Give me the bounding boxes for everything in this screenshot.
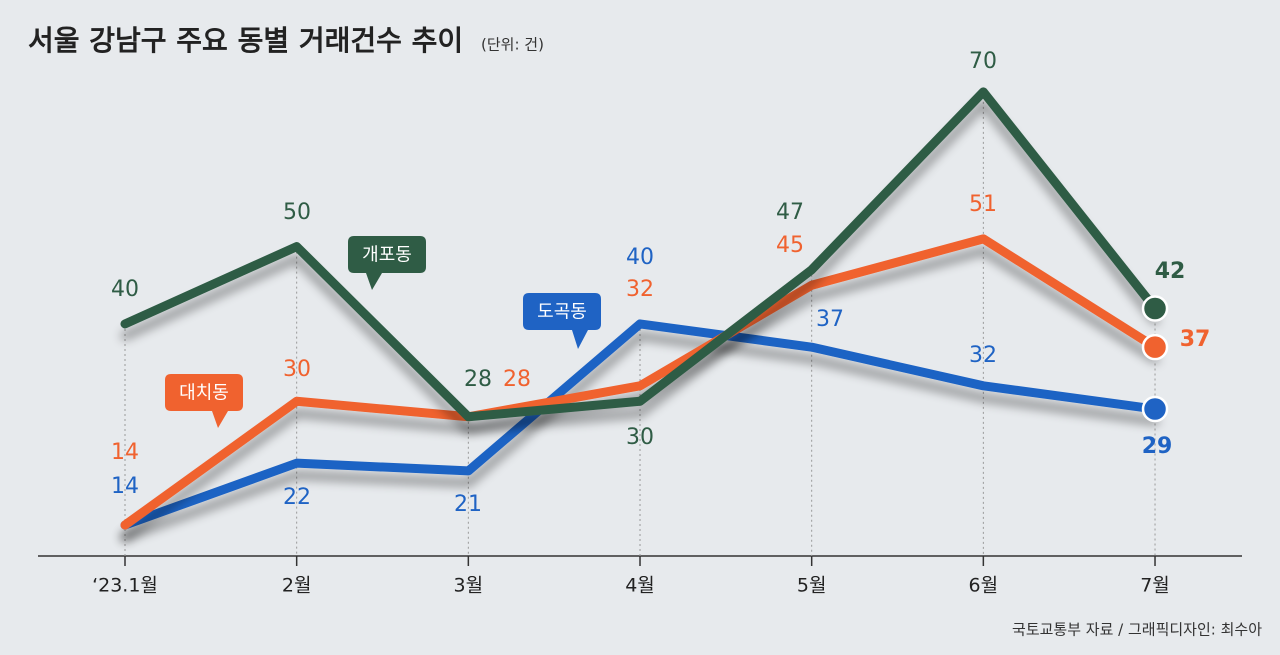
legend-callout [523,293,601,349]
chart-title: 서울 강남구 주요 동별 거래건수 추이 [28,24,463,57]
x-tick-label: ‘23.1월 [92,575,158,597]
x-tick-label: 3월 [454,575,484,597]
series-line [120,87,1160,422]
data-label: 32 [626,277,654,302]
source-note: 국토교통부 자료 / 그래픽디자인: 최수아 [1012,621,1262,639]
data-label: 14 [111,440,139,465]
data-label: 40 [626,245,654,270]
data-label: 47 [776,200,804,225]
legend-label: 도곡동 [537,302,587,323]
chart-subtitle: (단위: 건) [481,36,544,54]
data-label: 28 [464,367,492,392]
legend-callout [165,374,243,428]
x-tick-label: 5월 [797,575,827,597]
series-line [120,234,1160,530]
x-tick-label: 4월 [625,575,655,597]
x-tick-label: 2월 [282,575,312,597]
data-label: 30 [626,425,654,450]
series-line [120,319,1160,530]
legend-callout [348,236,426,290]
data-label: 37 [816,307,844,332]
data-label: 37 [1180,327,1211,352]
end-point [1141,295,1169,322]
legend-label: 대치동 [179,383,229,404]
data-label: 32 [969,343,997,368]
data-label: 51 [969,192,997,217]
data-label: 50 [283,200,311,225]
end-point [1141,333,1169,361]
x-tick-label: 7월 [1140,575,1170,597]
data-label: 21 [454,492,482,517]
data-label: 28 [503,367,531,392]
data-label: 14 [111,474,139,499]
data-label: 45 [776,233,804,258]
data-label: 40 [111,277,139,302]
legend-label: 개포동 [362,245,412,266]
data-label: 22 [283,485,311,510]
end-point [1141,395,1169,423]
data-label: 30 [283,357,311,382]
x-tick-label: 6월 [969,575,999,597]
data-label: 42 [1155,259,1186,284]
data-label: 29 [1142,434,1173,459]
data-label: 70 [969,49,997,74]
